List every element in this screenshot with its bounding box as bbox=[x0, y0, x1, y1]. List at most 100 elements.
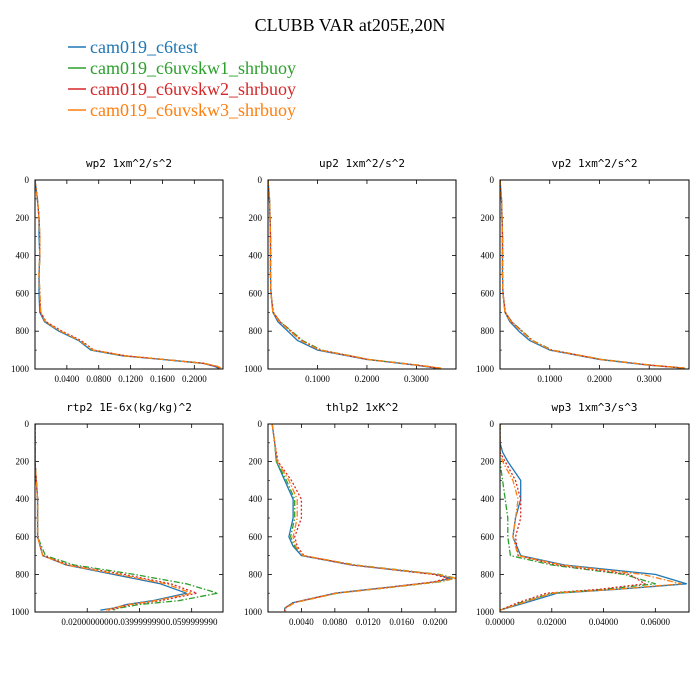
x-tick-label: 0.00000 bbox=[485, 617, 515, 627]
y-tick-label: 400 bbox=[481, 494, 495, 504]
x-tick-label: 0.04000 bbox=[589, 617, 619, 627]
series-group bbox=[271, 424, 456, 612]
x-tick-label: 0.2000 bbox=[587, 374, 612, 384]
y-tick-label: 0 bbox=[25, 419, 30, 429]
y-tick-label: 400 bbox=[481, 251, 495, 261]
plot-frame bbox=[499, 179, 690, 370]
y-tick-label: 800 bbox=[16, 326, 30, 336]
panel-title: vp2 1xm^2/s^2 bbox=[551, 157, 637, 170]
panel-title: thlp2 1xK^2 bbox=[326, 401, 399, 414]
y-tick-label: 800 bbox=[481, 569, 495, 579]
y-tick-label: 0 bbox=[258, 175, 263, 185]
y-tick-label: 800 bbox=[249, 326, 263, 336]
panel-1: wp2 1xm^2/s^2 0 200 400 600 800 1000 0.0400 0.08… bbox=[11, 157, 224, 384]
y-tick-label: 200 bbox=[249, 213, 263, 223]
series-line-4 bbox=[271, 424, 456, 612]
y-tick-label: 200 bbox=[16, 213, 30, 223]
x-tick-label: 0.0120 bbox=[356, 617, 381, 627]
panel-title: rtp2 1E-6x(kg/kg)^2 bbox=[66, 401, 192, 414]
plot-frame bbox=[267, 423, 457, 613]
series-line-4 bbox=[268, 180, 442, 369]
x-tick-label: 0.1000 bbox=[537, 374, 562, 384]
x-tick-label: 0.0400 bbox=[54, 374, 79, 384]
panel-grid: wp2 1xm^2/s^2 0 200 400 600 800 1000 0.0400 0.08… bbox=[11, 157, 690, 627]
y-tick-label: 400 bbox=[249, 251, 263, 261]
y-tick-label: 1000 bbox=[244, 607, 263, 617]
y-tick-label: 400 bbox=[249, 494, 263, 504]
plot-frame bbox=[267, 179, 457, 370]
series-line-2 bbox=[35, 424, 219, 611]
series-group bbox=[500, 180, 686, 369]
y-tick-label: 600 bbox=[249, 288, 263, 298]
y-tick-label: 0 bbox=[490, 175, 495, 185]
x-tick-label: 0.06000 bbox=[641, 617, 671, 627]
series-group bbox=[35, 424, 219, 611]
series-line-4 bbox=[500, 424, 682, 611]
x-tick-label: 0.2000 bbox=[182, 374, 207, 384]
series-group bbox=[268, 180, 442, 369]
series-line-4 bbox=[500, 180, 686, 369]
series-line-3 bbox=[500, 180, 685, 369]
legend: cam019_c6testcam019_c6uvskw1_shrbuoycam0… bbox=[68, 37, 296, 120]
y-tick-label: 400 bbox=[16, 494, 30, 504]
panel-4: rtp2 1E-6x(kg/kg)^2 0 200 400 600 800 1000 0.02… bbox=[11, 401, 224, 627]
plot-frame bbox=[34, 423, 224, 613]
x-tick-label: 0.0080 bbox=[322, 617, 347, 627]
panel-title: wp2 1xm^2/s^2 bbox=[86, 157, 172, 170]
y-tick-label: 0 bbox=[25, 175, 30, 185]
y-tick-label: 600 bbox=[16, 532, 30, 542]
y-tick-label: 800 bbox=[249, 569, 263, 579]
x-tick-label: 0.3000 bbox=[404, 374, 429, 384]
panel-2: up2 1xm^2/s^2 0 200 400 600 800 1000 0.1000 0.20… bbox=[244, 157, 457, 384]
x-tick-label: 0.2000 bbox=[355, 374, 380, 384]
y-tick-label: 1000 bbox=[244, 364, 263, 374]
series-line-4 bbox=[35, 180, 222, 369]
series-line-3 bbox=[268, 180, 439, 369]
y-tick-label: 200 bbox=[481, 457, 495, 467]
series-line-1 bbox=[35, 424, 188, 611]
y-tick-label: 600 bbox=[249, 532, 263, 542]
y-tick-label: 0 bbox=[258, 419, 263, 429]
x-tick-label: 0.1000 bbox=[305, 374, 330, 384]
plot-frame bbox=[34, 179, 224, 370]
y-tick-label: 1000 bbox=[11, 607, 30, 617]
y-tick-label: 800 bbox=[481, 326, 495, 336]
x-tick-label: 0.1600 bbox=[150, 374, 175, 384]
series-group bbox=[500, 424, 688, 611]
plot-frame bbox=[499, 423, 690, 613]
series-line-4 bbox=[35, 424, 193, 611]
legend-label: cam019_c6uvskw1_shrbuoy bbox=[90, 58, 296, 78]
y-tick-label: 200 bbox=[481, 213, 495, 223]
y-tick-label: 200 bbox=[16, 457, 30, 467]
y-tick-label: 600 bbox=[481, 532, 495, 542]
x-tick-label: 0.02000 bbox=[537, 617, 567, 627]
x-tick-label: 0.0599999990 bbox=[166, 617, 218, 627]
x-tick-label: 0.0200000000 bbox=[61, 617, 113, 627]
panel-title: wp3 1xm^3/s^3 bbox=[551, 401, 637, 414]
legend-label: cam019_c6uvskw2_shrbuoy bbox=[90, 79, 296, 99]
x-tick-label: 0.0399999990 bbox=[114, 617, 166, 627]
y-tick-label: 0 bbox=[490, 419, 495, 429]
y-tick-label: 800 bbox=[16, 569, 30, 579]
y-tick-label: 1000 bbox=[476, 364, 495, 374]
x-tick-label: 0.0800 bbox=[86, 374, 111, 384]
y-tick-label: 1000 bbox=[11, 364, 30, 374]
y-tick-label: 600 bbox=[481, 288, 495, 298]
y-tick-label: 200 bbox=[249, 457, 263, 467]
x-tick-label: 0.1200 bbox=[118, 374, 143, 384]
x-tick-label: 0.0160 bbox=[389, 617, 414, 627]
y-tick-label: 1000 bbox=[476, 607, 495, 617]
x-tick-label: 0.0200 bbox=[423, 617, 448, 627]
figure-title: CLUBB VAR at205E,20N bbox=[255, 15, 446, 35]
legend-label: cam019_c6uvskw3_shrbuoy bbox=[90, 100, 296, 120]
panel-3: vp2 1xm^2/s^2 0 200 400 600 800 1000 0.1000 0.20… bbox=[476, 157, 690, 384]
y-tick-label: 600 bbox=[16, 288, 30, 298]
y-tick-label: 400 bbox=[16, 251, 30, 261]
x-tick-label: 0.0040 bbox=[289, 617, 314, 627]
series-line-2 bbox=[271, 424, 456, 612]
x-tick-label: 0.3000 bbox=[637, 374, 662, 384]
legend-label: cam019_c6test bbox=[90, 37, 198, 57]
